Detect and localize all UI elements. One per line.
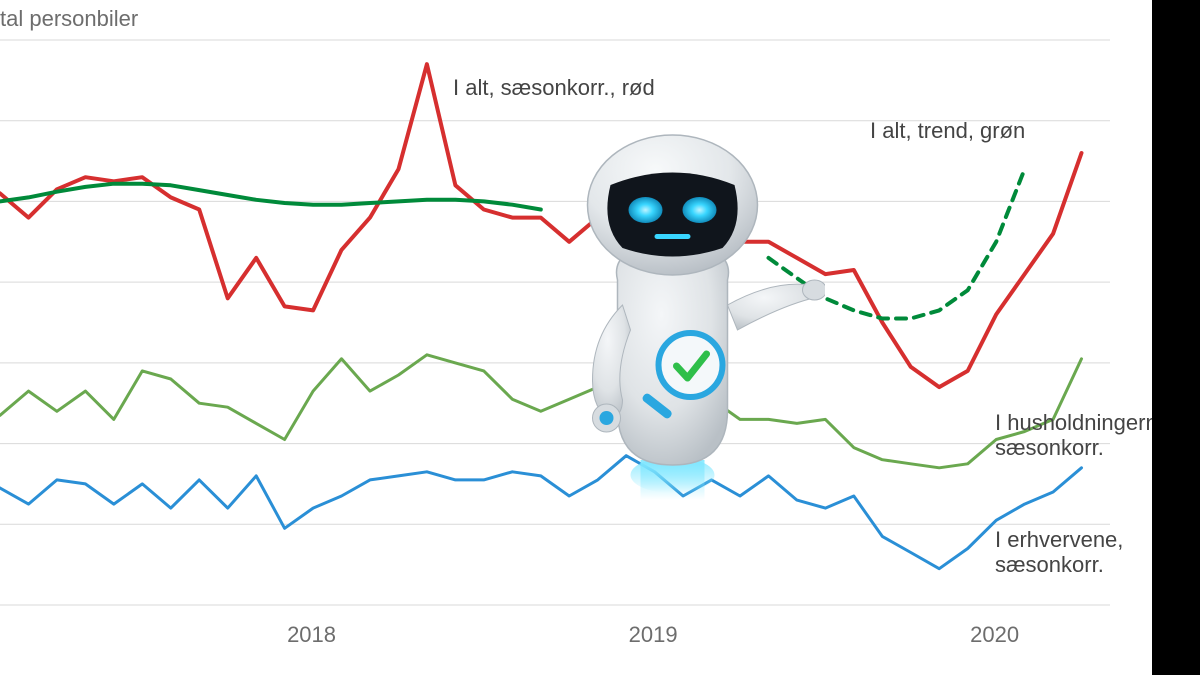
xtick-2019: 2019 [629, 622, 678, 648]
label-business: I erhvervene, sæsonkorr. [995, 527, 1123, 578]
xtick-2020: 2020 [970, 622, 1019, 648]
right-black-bar [1152, 0, 1200, 675]
chart-area: tal personbiler I alt, sæsonkorr., rød I… [0, 0, 1152, 675]
chart-title: tal personbiler [0, 6, 138, 32]
label-households: I husholdningerne, sæsonkorr. [995, 410, 1176, 461]
line-chart-svg [0, 0, 1152, 675]
xtick-2018: 2018 [287, 622, 336, 648]
stage: tal personbiler I alt, sæsonkorr., rød I… [0, 0, 1200, 675]
label-total-trend: I alt, trend, grøn [870, 118, 1025, 143]
label-total-seasonal: I alt, sæsonkorr., rød [453, 75, 655, 100]
